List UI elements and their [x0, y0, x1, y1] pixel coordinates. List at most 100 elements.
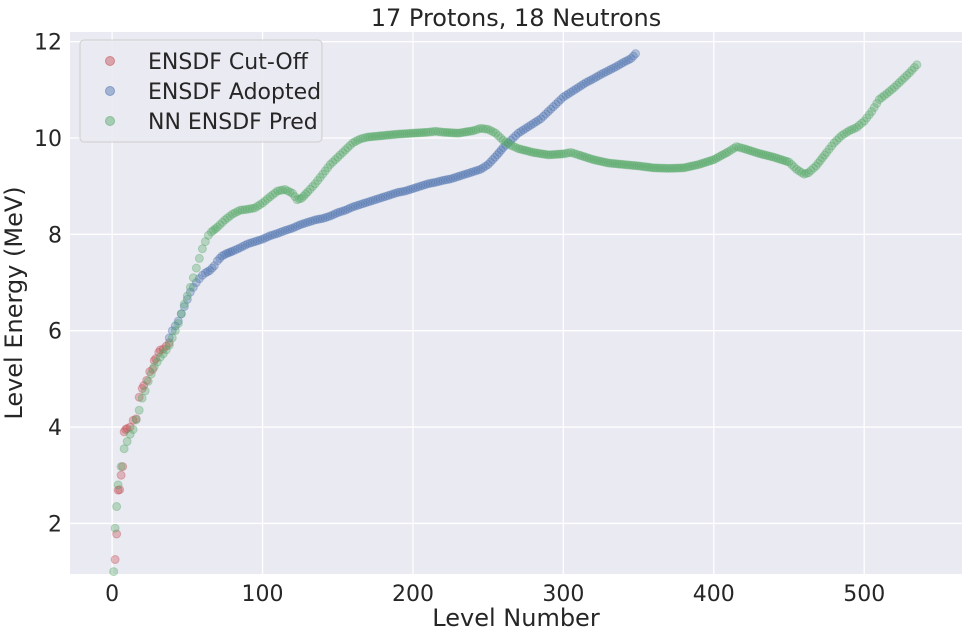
nn-pred-point	[436, 127, 446, 137]
cutoff-point	[158, 344, 168, 354]
adopted-point	[583, 76, 593, 86]
adopted-point	[358, 199, 368, 209]
nn-pred-point	[606, 158, 616, 168]
nn-pred-point	[621, 160, 631, 170]
nn-pred-point	[726, 145, 736, 155]
nn-pred-point	[371, 131, 381, 141]
adopted-point	[385, 190, 395, 200]
cutoff-point	[148, 364, 158, 374]
adopted-point	[576, 81, 586, 91]
nn-pred-point	[520, 145, 530, 155]
nn-pred-point	[288, 188, 298, 198]
nn-pred-point	[240, 205, 250, 215]
nn-pred-point	[113, 480, 123, 490]
nn-pred-point	[713, 152, 723, 162]
nn-pred-point	[340, 145, 350, 155]
cutoff-point	[125, 422, 135, 432]
adopted-point	[553, 97, 563, 107]
nn-pred-point	[303, 187, 313, 197]
adopted-point	[628, 51, 638, 61]
nn-pred-point	[852, 122, 862, 132]
nn-pred-point	[771, 153, 781, 163]
adopted-point	[426, 178, 436, 188]
adopted-point	[556, 94, 566, 104]
adopted-point	[563, 89, 573, 99]
nn-pred-point	[584, 153, 594, 163]
adopted-point	[420, 180, 430, 190]
nn-pred-point	[837, 131, 847, 141]
adopted-point	[185, 287, 195, 297]
nn-pred-point	[644, 162, 654, 172]
adopted-point	[561, 90, 571, 100]
nn-pred-point	[556, 149, 566, 159]
nn-pred-point	[481, 124, 491, 134]
adopted-point	[265, 231, 275, 241]
nn-pred-point	[646, 163, 656, 173]
nn-pred-point	[466, 126, 476, 136]
x-tick-labels: 0 100 200 300 400 500	[105, 582, 885, 607]
nn-pred-point	[444, 128, 454, 138]
nn-pred-point	[515, 144, 525, 154]
adopted-point	[338, 206, 348, 216]
nn-pred-point	[537, 149, 547, 159]
nn-pred-point	[799, 169, 809, 179]
nn-pred-point	[116, 462, 126, 472]
nn-pred-point	[524, 146, 534, 156]
nn-pred-point	[767, 152, 777, 162]
adopted-point	[541, 109, 551, 119]
nn-pred-point	[784, 157, 794, 167]
adopted-point	[598, 68, 608, 78]
adopted-point	[441, 175, 451, 185]
adopted-point	[578, 79, 588, 89]
nn-pred-point	[395, 129, 405, 139]
nn-pred-point	[820, 150, 830, 160]
nn-pred-point	[649, 163, 659, 173]
legend-marker-nn-pred	[105, 116, 115, 126]
adopted-point	[300, 218, 310, 228]
nn-pred-point	[447, 128, 457, 138]
adopted-point	[410, 183, 420, 193]
adopted-point	[398, 186, 408, 196]
nn-pred-point	[595, 156, 605, 166]
nn-pred-point	[222, 213, 232, 223]
adopted-point	[494, 147, 504, 157]
adopted-point	[395, 187, 405, 197]
adopted-point	[451, 172, 461, 182]
adopted-point	[194, 274, 204, 284]
adopted-point	[200, 268, 210, 278]
nn-pred-point	[601, 158, 611, 168]
adopted-point	[240, 240, 250, 250]
nn-pred-point	[451, 128, 461, 138]
adopted-point	[478, 163, 488, 173]
nn-pred-point	[698, 158, 708, 168]
nn-pred-point	[203, 230, 213, 240]
nn-pred-point	[343, 143, 353, 153]
adopted-point	[508, 133, 518, 143]
nn-pred-point	[508, 141, 518, 151]
nn-pred-point	[535, 148, 545, 158]
adopted-point	[365, 196, 375, 206]
adopted-point	[581, 78, 591, 88]
adopted-point	[273, 228, 283, 238]
adopted-point	[237, 242, 247, 252]
adopted-point	[433, 177, 443, 187]
nn-pred-point	[619, 159, 629, 169]
nn-pred-point	[627, 160, 637, 170]
nn-pred-point	[325, 159, 335, 169]
adopted-point	[370, 195, 380, 205]
adopted-point	[621, 56, 631, 66]
cutoff-point	[112, 529, 122, 539]
adopted-point	[431, 177, 441, 187]
nn-pred-point	[884, 87, 894, 97]
adopted-point	[348, 202, 358, 212]
adopted-point	[446, 174, 456, 184]
nn-pred-point	[899, 73, 909, 83]
adopted-point	[293, 221, 303, 231]
nn-pred-point	[410, 128, 420, 138]
adopted-point	[176, 309, 186, 319]
nn-pred-point	[308, 181, 318, 191]
series-adopted	[164, 49, 641, 343]
nn-pred-point	[842, 127, 852, 137]
nn-pred-point	[604, 158, 614, 168]
nn-pred-point	[586, 154, 596, 164]
